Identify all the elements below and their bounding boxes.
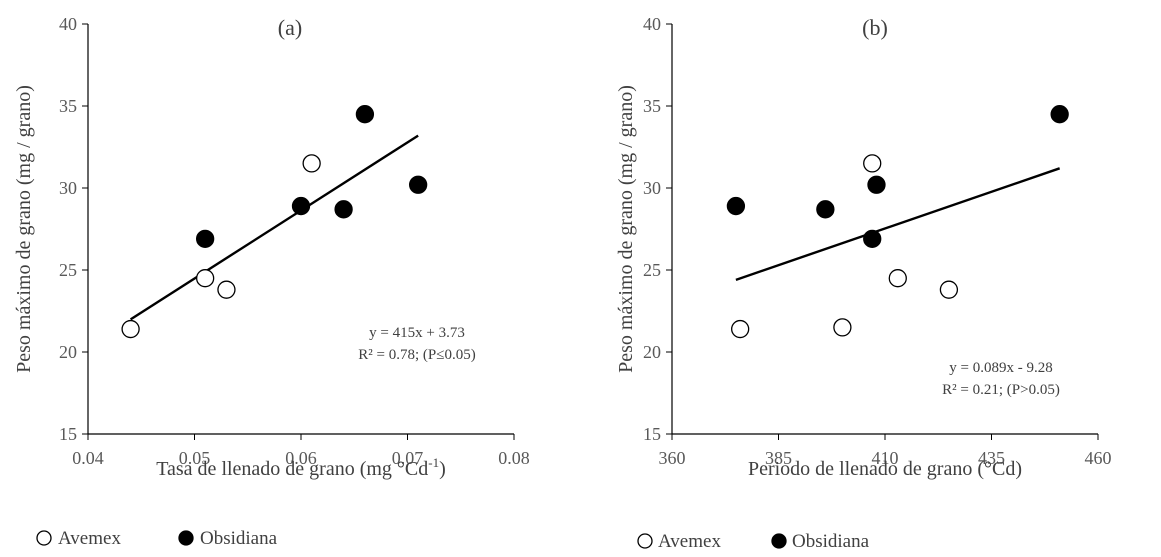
y-tick-label: 30 <box>59 178 77 198</box>
y-axis-label: Peso máximo de grano (mg / grano) <box>13 85 35 373</box>
regression-equation: y = 0.089x - 9.28 <box>949 360 1052 376</box>
y-tick-label: 30 <box>643 178 661 198</box>
legend-label-avemex: Avemex <box>658 531 721 552</box>
data-point-avemex <box>195 269 215 288</box>
x-axis-label: Periodo de llenado de grano (°Cd) <box>748 458 1022 480</box>
x-tick-label: 0.07 <box>392 448 424 468</box>
regression-equation: y = 415x + 3.73 <box>369 325 465 341</box>
data-point-obsidiana <box>355 105 375 124</box>
x-tick-label: 0.05 <box>179 448 211 468</box>
legend-label-avemex: Avemex <box>58 528 121 549</box>
x-tick-label: 0.04 <box>72 448 104 468</box>
data-point-avemex <box>833 318 852 337</box>
panel-label: (b) <box>862 15 888 40</box>
chart-panel-a: 15 20 25 30 35 40 0.04 0.05 0.06 0.07 0.08 (a) Peso … <box>13 14 530 549</box>
data-point-obsidiana <box>408 175 428 194</box>
x-tick-label: 385 <box>765 448 792 468</box>
y-tick-label: 25 <box>59 260 77 280</box>
x-tick-label: 410 <box>872 448 899 468</box>
x-axis-label-superscript: -1 <box>428 455 439 470</box>
x-tick-label: 460 <box>1085 448 1112 468</box>
x-axis-label-end: ) <box>439 458 446 480</box>
y-tick-label: 20 <box>643 342 661 362</box>
legend-marker-obsidiana <box>178 530 194 546</box>
x-axis-label-main: Tasa de llenado de grano (mg °Cd <box>156 458 428 480</box>
data-point-obsidiana <box>816 200 835 219</box>
data-point-avemex <box>939 280 959 299</box>
y-axis-label: Peso máximo de grano (mg / grano) <box>615 85 637 373</box>
data-point-obsidiana <box>195 229 215 248</box>
x-tick-label: 360 <box>659 448 686 468</box>
data-point-obsidiana <box>291 196 311 216</box>
data-point-avemex <box>731 319 750 339</box>
legend-marker-obsidiana <box>771 533 787 549</box>
data-point-obsidiana <box>726 196 746 216</box>
y-tick-label: 40 <box>643 14 661 34</box>
legend-label-obsidiana: Obsidiana <box>200 528 278 549</box>
trendline <box>735 167 1061 281</box>
y-tick-label: 40 <box>59 14 77 34</box>
legend-marker-avemex <box>36 530 52 546</box>
data-point-obsidiana <box>863 229 882 248</box>
x-tick-label: 0.06 <box>285 448 317 468</box>
data-point-obsidiana <box>867 175 886 194</box>
legend-marker-avemex <box>637 533 653 549</box>
regression-r-squared: R² = 0.21; (P>0.05) <box>942 382 1060 398</box>
x-axis-label: Tasa de llenado de grano (mg °Cd-1) <box>156 455 446 480</box>
data-point-avemex <box>121 319 140 339</box>
trendline <box>129 134 419 321</box>
x-tick-label: 435 <box>978 448 1005 468</box>
data-point-obsidiana <box>334 200 353 219</box>
x-axis-label-main: Periodo de llenado de grano (°Cd) <box>748 458 1022 480</box>
y-tick-label: 15 <box>59 424 77 444</box>
chart-panel-b: 15 20 25 30 35 40 360 385 410 435 460 (b) Peso máxim… <box>615 14 1112 552</box>
y-tick-label: 25 <box>643 260 661 280</box>
legend-label-obsidiana: Obsidiana <box>792 531 870 552</box>
data-point-avemex <box>302 154 321 173</box>
y-tick-label: 35 <box>59 96 77 116</box>
data-point-avemex <box>217 280 236 299</box>
regression-r-squared: R² = 0.78; (P≤0.05) <box>358 347 475 363</box>
data-point-avemex <box>863 154 882 173</box>
y-tick-label: 35 <box>643 96 661 116</box>
y-tick-label: 20 <box>59 342 77 362</box>
panel-label: (a) <box>278 15 302 40</box>
data-point-obsidiana <box>1050 105 1069 124</box>
x-tick-label: 0.08 <box>498 448 530 468</box>
data-point-avemex <box>888 269 907 288</box>
y-tick-label: 15 <box>643 424 661 444</box>
